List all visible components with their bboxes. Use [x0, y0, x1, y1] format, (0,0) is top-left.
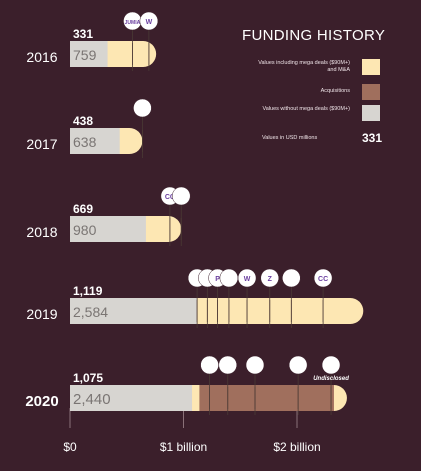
legend-item-acquisitions: Acquisitions — [268, 83, 380, 101]
deal-calculator-logo-icon — [171, 186, 191, 206]
value-without-mega-2016: 331 — [73, 27, 93, 41]
deal-logo-text-2019-5: Z — [268, 276, 273, 283]
deal-note-2020-4: Undisclosed — [313, 376, 349, 382]
value-without-mega-2019: 1,119 — [73, 284, 103, 298]
deal-cc-logo-icon — [313, 268, 333, 288]
legend-swatch-mega — [362, 59, 380, 75]
legend-item-without-mega: Values without mega deals ($90M+) — [263, 104, 380, 122]
year-label-2018: 2018 — [26, 224, 57, 240]
deal-lines-logo-icon — [218, 355, 238, 375]
year-label-2020: 2020 — [25, 393, 58, 410]
deal-z-logo-icon — [260, 268, 280, 288]
legend-label-mega: Values including mega deals ($90M+) and … — [258, 60, 350, 73]
year-label-2019: 2019 — [26, 306, 57, 322]
value-without-mega-2018: 669 — [73, 202, 93, 216]
value-without-mega-2020: 1,075 — [73, 371, 103, 385]
x-tick-label-1: $1 billion — [160, 440, 207, 454]
deal-logo-text-2019-7: CC — [318, 276, 328, 283]
bar-without-mega-2018 — [70, 216, 146, 242]
value-without-mega-2017: 438 — [73, 114, 93, 128]
bar-acquisitions-2020 — [199, 385, 334, 411]
deal-logo-text-2019-4: W — [244, 276, 251, 283]
value-with-mega-2019: 2,584 — [73, 304, 108, 320]
value-with-mega-2020: 2,440 — [73, 391, 111, 408]
deal-logo-text-2016-0: JUMIA — [125, 20, 141, 26]
value-with-mega-2016: 759 — [73, 47, 97, 63]
deal-logo-text-2016-1: W — [146, 19, 153, 26]
bar-without-mega-2020 — [70, 385, 193, 411]
legend-units-label: Values in USD millions — [262, 135, 318, 141]
bar-without-mega-2019 — [70, 298, 198, 324]
legend-label-without-mega: Values without mega deals ($90M+) — [262, 106, 351, 112]
deal-chat-logo-icon — [321, 355, 341, 375]
deal-logo-text-2018-0: CC — [165, 194, 175, 201]
year-label-2017: 2017 — [26, 136, 57, 152]
chart-title: FUNDING HISTORY — [242, 27, 386, 44]
deal-calculator-logo-icon — [200, 355, 219, 375]
x-tick-label-2: $2 billion — [273, 440, 320, 454]
deal-w-logo-icon — [139, 11, 159, 31]
legend-units-sample: 331 — [361, 131, 382, 145]
legend-swatch-without-mega — [362, 105, 380, 121]
year-label-2016: 2016 — [26, 49, 57, 65]
bar-without-mega-2017 — [70, 128, 120, 154]
deal-w-logo-icon — [237, 268, 257, 288]
deal-arrow-logo-icon — [282, 268, 301, 288]
deal-bird-logo-icon — [245, 355, 265, 375]
bar-without-mega-2016 — [70, 41, 108, 67]
legend-item-mega: Values including mega deals ($90M+) and … — [258, 58, 380, 76]
x-tick-label-0: $0 — [63, 440, 77, 454]
deal-dots-logo-icon — [219, 268, 239, 288]
deal-chess-logo-icon — [288, 355, 308, 375]
deal-planet-logo-icon — [133, 98, 152, 118]
legend-label-acquisitions: Acquisitions — [320, 88, 350, 94]
value-with-mega-2017: 638 — [73, 134, 97, 150]
deal-logo-text-2019-2: P — [215, 276, 220, 283]
legend-swatch-acquisitions — [362, 84, 380, 100]
value-with-mega-2018: 980 — [73, 222, 97, 238]
